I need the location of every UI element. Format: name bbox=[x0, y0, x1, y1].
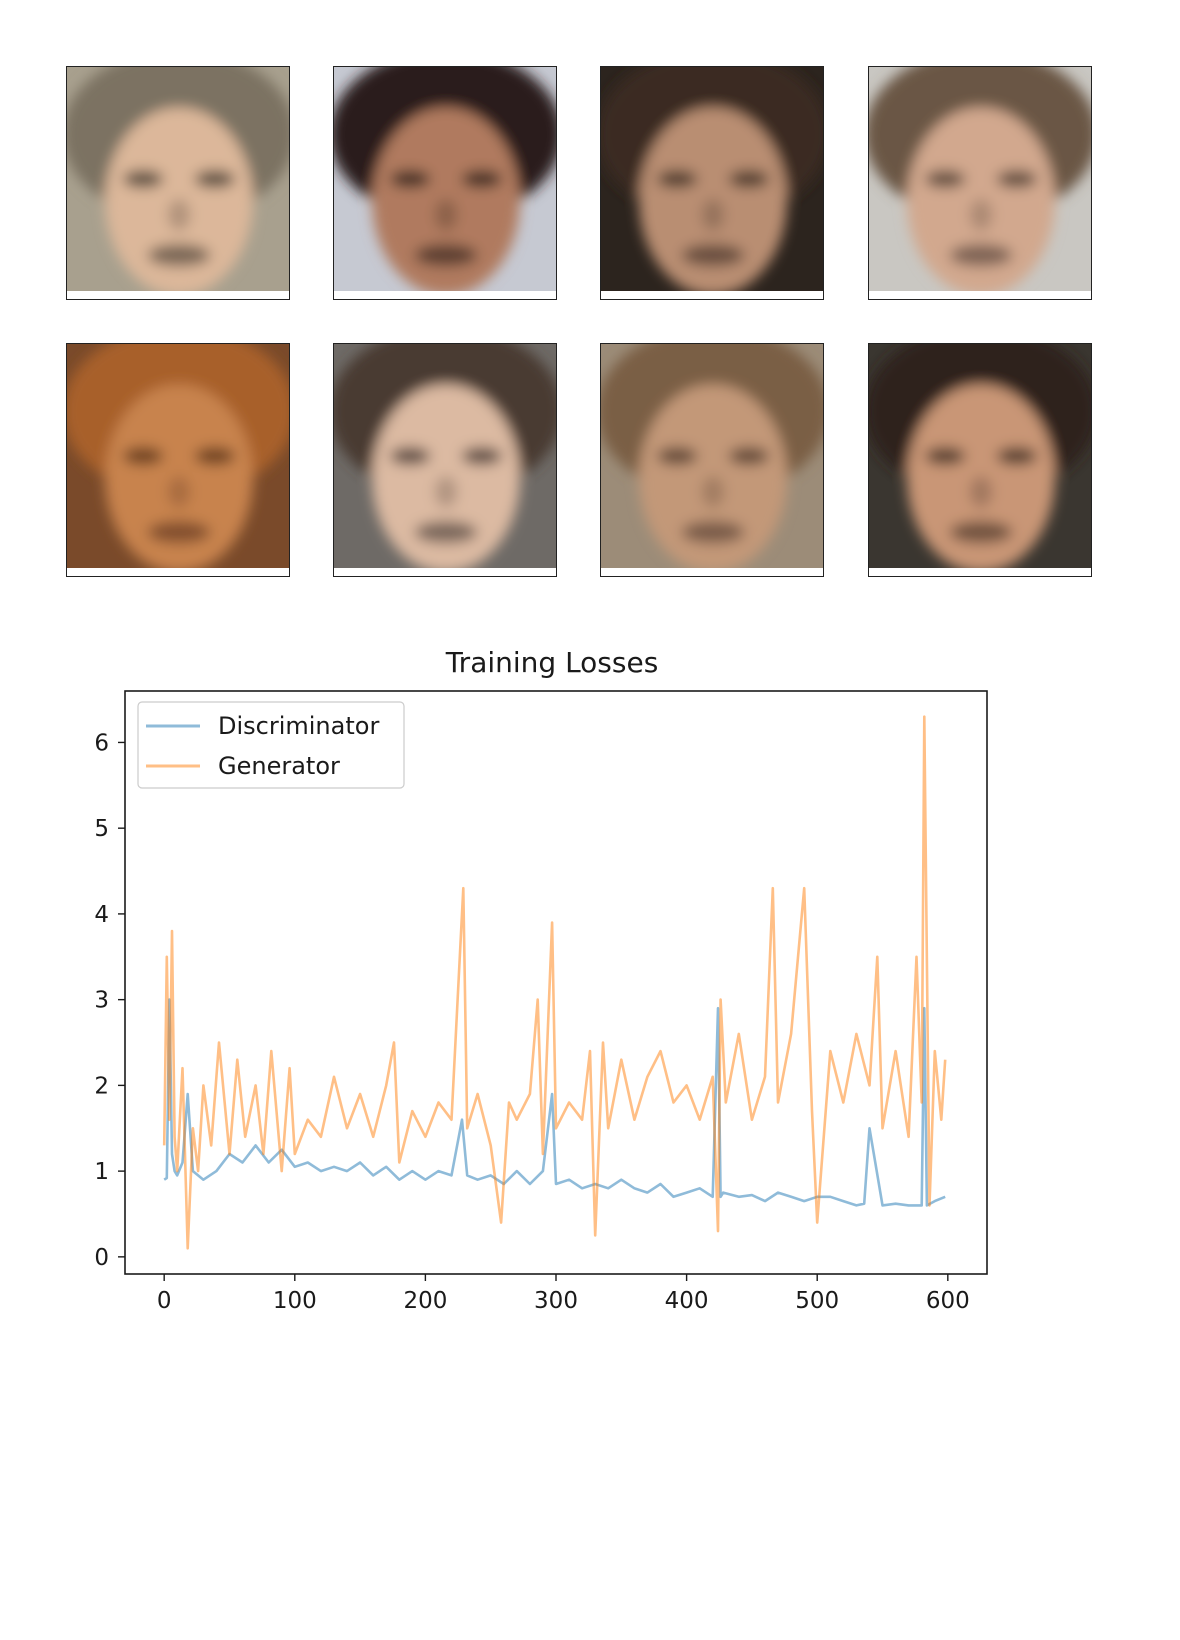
series-line-generator bbox=[162, 715, 947, 1250]
generated-face-5 bbox=[66, 343, 290, 577]
x-tick-label: 500 bbox=[795, 1288, 839, 1314]
axes: 0 100 200 300 400 500 600 0 1 2 3 4 5 6 bbox=[94, 690, 988, 1314]
legend: Discriminator Generator bbox=[137, 701, 405, 789]
y-tick-label: 0 bbox=[94, 1245, 109, 1271]
legend-label-discriminator: Discriminator bbox=[218, 712, 379, 740]
generated-face-1 bbox=[66, 66, 290, 300]
legend-box bbox=[137, 701, 405, 789]
y-tick-label: 3 bbox=[94, 988, 109, 1014]
generated-face-8 bbox=[868, 343, 1092, 577]
y-tick-label: 4 bbox=[94, 902, 109, 928]
x-tick-label: 600 bbox=[926, 1288, 970, 1314]
generated-face-4 bbox=[868, 66, 1092, 300]
y-tick-label: 2 bbox=[94, 1073, 109, 1099]
x-tick-label: 300 bbox=[534, 1288, 578, 1314]
generated-face-7 bbox=[600, 343, 824, 577]
x-tick-label: 0 bbox=[157, 1288, 172, 1314]
generated-face-3 bbox=[600, 66, 824, 300]
series-line-discriminator bbox=[163, 998, 946, 1207]
x-tick-label: 200 bbox=[403, 1288, 447, 1314]
x-tick-label: 400 bbox=[665, 1288, 709, 1314]
y-tick-label: 5 bbox=[94, 816, 109, 842]
plot-area bbox=[162, 715, 947, 1250]
generated-face-2 bbox=[333, 66, 557, 300]
training-losses-chart: Training Losses 0 100 200 300 400 500 600 0 1 2 3 4… bbox=[94, 650, 988, 1314]
y-tick-label: 1 bbox=[94, 1159, 109, 1185]
generated-face-6 bbox=[333, 343, 557, 577]
x-tick-label: 100 bbox=[273, 1288, 317, 1314]
chart-title: Training Losses bbox=[445, 650, 659, 679]
legend-label-generator: Generator bbox=[218, 752, 340, 780]
y-tick-label: 6 bbox=[94, 730, 109, 756]
